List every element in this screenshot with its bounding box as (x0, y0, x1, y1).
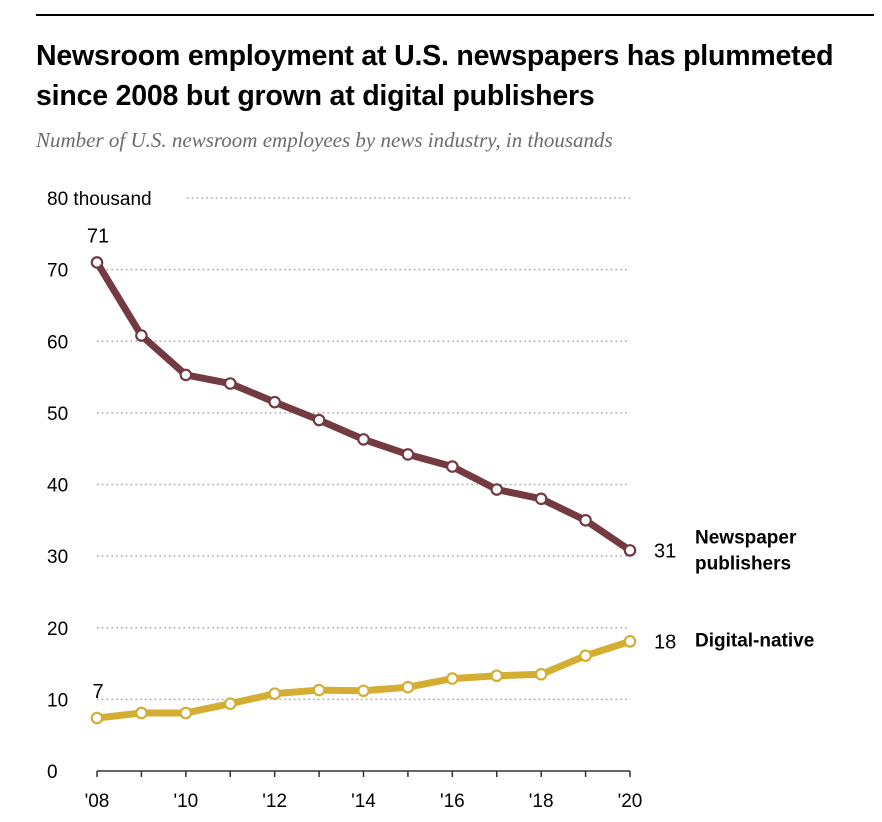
x-axis (96, 770, 631, 777)
digital-native-end-label: 18 (654, 631, 676, 653)
x-axis-labels: '08 '10 '12 '14 '16 '18 '20 (85, 791, 643, 812)
chart-title: Newsroom employment at U.S. newspapers h… (36, 40, 834, 112)
digital-native-point (179, 706, 193, 720)
y-tick-label: 40 (47, 476, 68, 497)
digital-native-point (401, 680, 415, 694)
x-tick-label: '12 (262, 791, 287, 812)
digital-native-start-label: 7 (92, 681, 103, 703)
x-tick-label: '16 (440, 791, 465, 812)
newspaper-publishers-point (623, 544, 637, 557)
newspaper-publishers-point (401, 448, 415, 461)
newspaper-publishers-point (268, 395, 281, 409)
x-tick-label: '18 (529, 791, 554, 812)
newspaper-publishers-series-label-line: publishers (695, 553, 791, 574)
chart-subtitle: Number of U.S. newsroom employees by new… (36, 128, 613, 152)
y-tick-label: 20 (47, 619, 68, 640)
newspaper-publishers-point (135, 329, 148, 342)
digital-native-point (579, 649, 592, 662)
top-rule (36, 14, 874, 16)
newspaper-publishers-point (312, 413, 326, 427)
newspaper-publishers-point (223, 377, 237, 390)
y-tick-label: 30 (47, 547, 68, 568)
newspaper-publishers-start-label: 71 (87, 225, 109, 247)
newspaper-publishers-series-label: Newspaper publishers (695, 527, 797, 574)
newspaper-publishers-series-label-line: Newspaper (695, 527, 797, 548)
y-tick-label: 60 (47, 332, 68, 353)
y-axis-labels: 0 10 20 30 40 50 60 70 80 thousand (47, 189, 152, 783)
y-tick-label: 10 (47, 690, 68, 711)
x-tick-label: '08 (85, 791, 110, 812)
x-tick-label: '14 (351, 791, 376, 812)
y-tick-label: 50 (47, 404, 68, 425)
digital-native-point (312, 683, 326, 697)
digital-native-series-label: Digital-native (695, 630, 814, 651)
y-tick-label: 70 (47, 261, 68, 282)
newspaper-publishers-point (579, 514, 592, 527)
digital-native-point (534, 668, 548, 681)
digital-native-series-label-line: Digital-native (695, 630, 814, 651)
annotations: 71 31 Newspaper publishers 7 18 Digital-native (87, 225, 814, 703)
digital-native-point (446, 672, 459, 685)
series-points (90, 256, 637, 725)
digital-native-point (90, 711, 104, 725)
newspaper-publishers-point (534, 492, 548, 506)
newspaper-publishers-point (179, 368, 193, 382)
newspaper-publishers-point (446, 460, 459, 473)
newspaper-publishers-point (357, 433, 370, 446)
newspaper-publishers-point (90, 256, 104, 269)
digital-native-point (490, 669, 504, 683)
series-lines (93, 258, 634, 722)
digital-native-point (623, 635, 637, 648)
y-tick-label: 80 thousand (47, 189, 152, 210)
digital-native-line (93, 637, 634, 722)
x-tick-label: '20 (618, 791, 643, 812)
x-tick-label: '10 (173, 791, 198, 812)
newspaper-publishers-point (490, 483, 504, 496)
digital-native-point (223, 697, 237, 710)
grid-lines (97, 197, 630, 701)
digital-native-point (268, 687, 281, 700)
newspaper-publishers-line (93, 258, 634, 554)
y-tick-label: 0 (47, 762, 58, 783)
newspaper-publishers-end-label: 31 (654, 540, 676, 562)
digital-native-point (357, 684, 370, 698)
digital-native-point (135, 706, 148, 720)
